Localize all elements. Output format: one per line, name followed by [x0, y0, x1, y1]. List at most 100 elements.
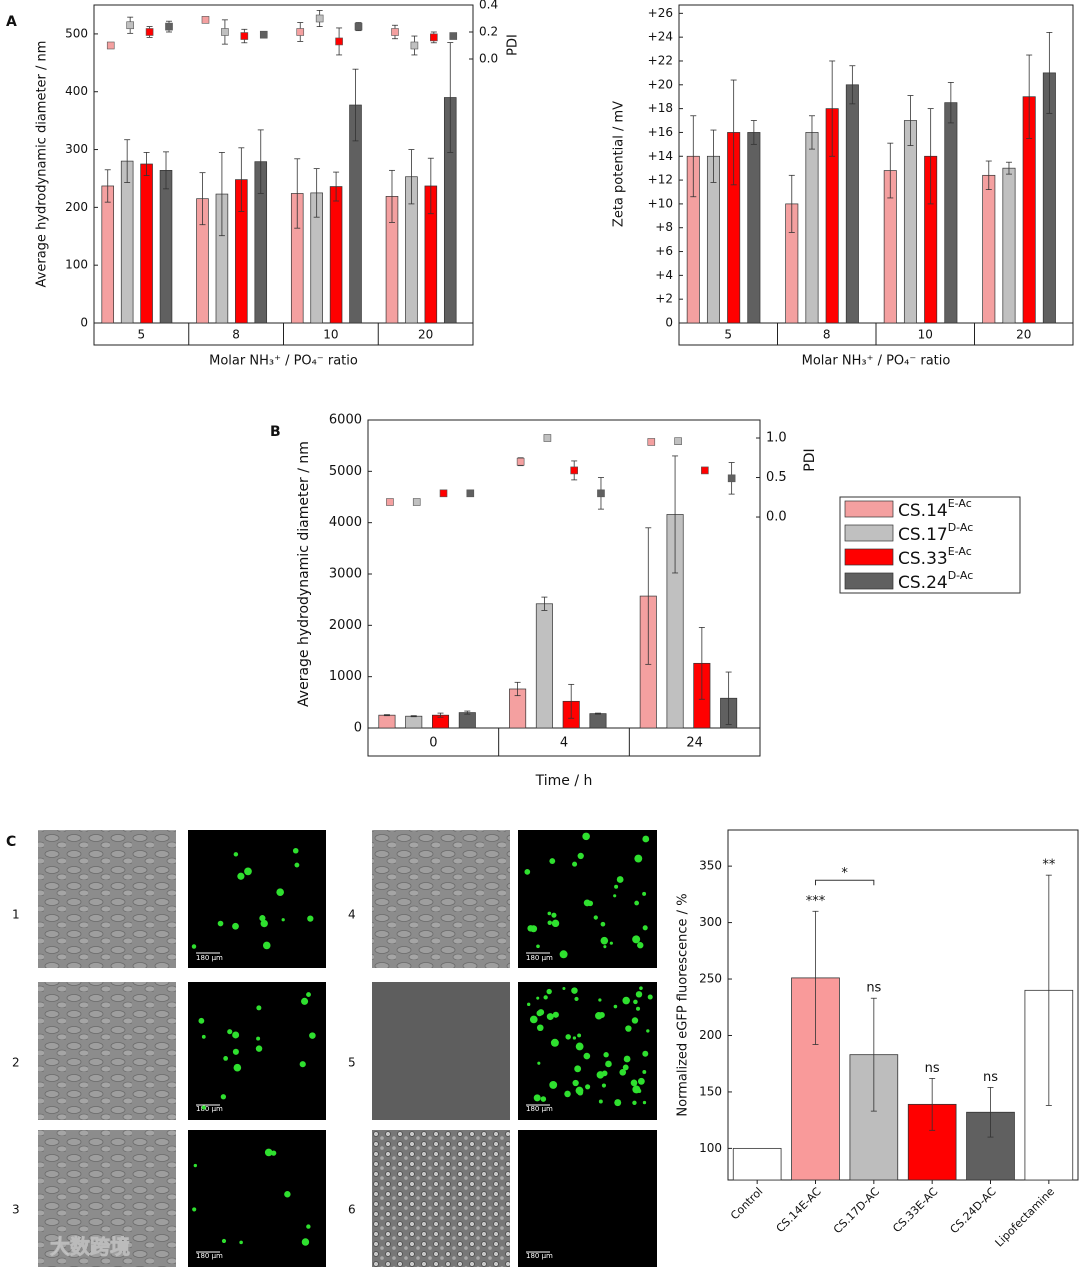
cell [239, 1240, 243, 1245]
error-bar [690, 115, 697, 198]
cell [572, 861, 578, 867]
y-tick-label: 100 [65, 258, 88, 272]
cell [547, 911, 552, 916]
y-tick-label: 0 [80, 316, 88, 330]
cell [619, 1068, 627, 1076]
y-axis-label: Average hydrodynamic diameter / nm [296, 441, 312, 707]
y2-axis-label: PDI [506, 34, 521, 56]
x-tick-label: 8 [823, 328, 831, 342]
pdi-marker [516, 457, 525, 466]
pdi-marker [335, 37, 343, 46]
cell [294, 862, 300, 868]
cell [255, 1045, 263, 1052]
error-bar [143, 152, 150, 176]
cell [635, 991, 643, 998]
cell [244, 867, 252, 876]
y-axis-label: Average hydrodynamic diameter / nm [35, 41, 50, 288]
cell [642, 925, 648, 931]
error-bar [750, 120, 757, 145]
micrograph-labels: 1 2 3 4 5 6 180 µm 180 µm 180 µm 180 µm … [12, 908, 553, 1261]
error-bar [725, 671, 732, 725]
cell [598, 998, 602, 1002]
cell [533, 1094, 541, 1102]
error-bar [408, 149, 415, 205]
x-axis-label: Molar NH₃⁺ / PO₄⁻ ratio [209, 354, 358, 369]
cell [613, 1004, 618, 1009]
error-bar [257, 129, 264, 194]
bracket [815, 879, 875, 886]
fluorescence-image [518, 982, 657, 1120]
cell [307, 915, 314, 922]
cell [562, 986, 566, 991]
cell [552, 1011, 559, 1018]
brightfield-image [38, 1130, 176, 1267]
legend-label: CS.14E-Ac [898, 497, 972, 521]
y-tick-label: +10 [648, 196, 673, 210]
brightfield-image [372, 1130, 510, 1267]
y-tick-label: +4 [655, 268, 673, 282]
cell [577, 1089, 584, 1096]
significance: ns [925, 1061, 940, 1076]
cell [256, 1036, 261, 1041]
error-bar [568, 683, 575, 719]
cell [582, 832, 590, 841]
bar [378, 714, 396, 729]
cell [598, 1099, 603, 1104]
cell [632, 935, 641, 944]
significance: ns [983, 1070, 998, 1085]
cell [536, 944, 540, 949]
error-bar [849, 65, 856, 105]
cell [546, 988, 552, 995]
cell [301, 1238, 310, 1246]
bar [329, 186, 343, 324]
bar [159, 170, 173, 324]
pdi-marker [386, 498, 394, 506]
cell [232, 1031, 240, 1039]
x-tick-label: 10 [323, 328, 338, 342]
x-tick-label: 10 [918, 328, 933, 342]
legend-label: CS.17D-Ac [898, 521, 973, 545]
error-bar [672, 455, 679, 574]
cell [637, 1077, 645, 1085]
error-bar [985, 160, 992, 191]
cell [565, 1034, 571, 1040]
legend-label: CS.24D-Ac [898, 569, 973, 593]
error-bar [388, 169, 395, 223]
y-tick-label: 500 [65, 26, 88, 40]
bar [1002, 167, 1016, 324]
brightfield-image [38, 982, 176, 1120]
cell [600, 936, 609, 945]
cell [547, 920, 552, 925]
watermark: 大数跨境 [50, 1235, 130, 1259]
error-bar [464, 710, 471, 715]
error-bar [947, 82, 954, 124]
error-bar [383, 714, 390, 717]
cell [603, 1052, 609, 1058]
cell [631, 1017, 639, 1024]
cell [309, 1032, 316, 1039]
pdi-marker [449, 32, 458, 40]
cell [635, 1006, 641, 1011]
cell [546, 1013, 554, 1021]
y-tick-label: 6000 [329, 413, 362, 428]
error-bar [514, 681, 521, 697]
error-bar [163, 151, 170, 190]
x-tick-label: CS.33E-AC [890, 1185, 940, 1235]
y-tick-label: 0 [354, 721, 362, 736]
pdi-marker [354, 22, 363, 31]
cell [647, 994, 653, 1000]
y-tick-label: +16 [648, 125, 673, 139]
cell [614, 1099, 622, 1107]
cell [564, 1090, 571, 1098]
significance: *** [806, 894, 826, 909]
cell [614, 884, 619, 889]
error-bar [294, 158, 301, 229]
panel-label: A [6, 14, 17, 30]
cell [551, 919, 560, 928]
cell [572, 1079, 579, 1087]
cell [634, 854, 643, 863]
error-bar [333, 171, 340, 202]
cell [609, 941, 613, 945]
y-tick-label: 250 [699, 972, 722, 986]
cell [201, 1105, 206, 1110]
